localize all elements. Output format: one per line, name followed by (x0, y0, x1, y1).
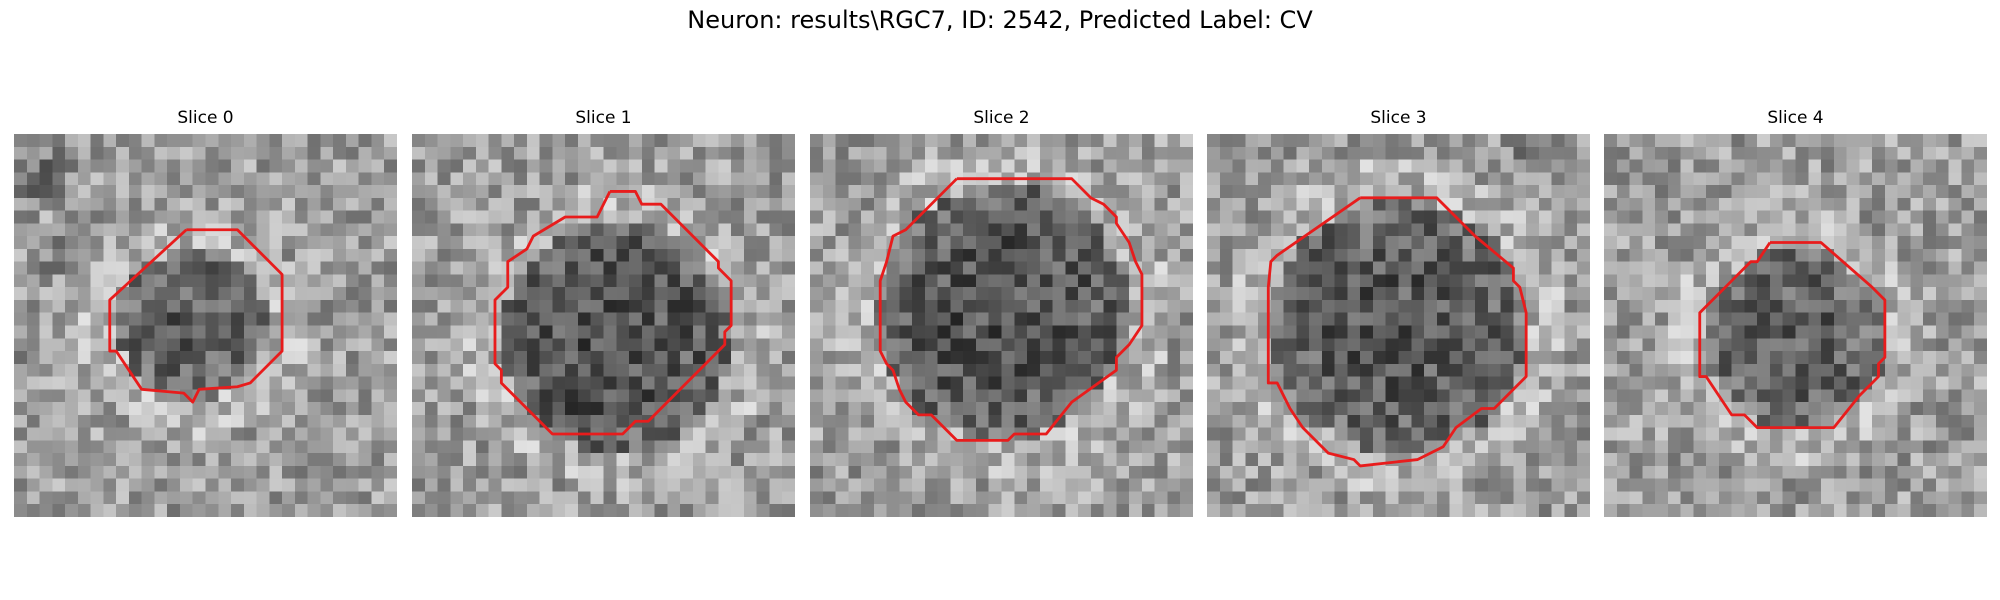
neuron-contour (1266, 196, 1528, 468)
panel-title-slice-3: Slice 3 (1370, 108, 1427, 128)
pixel-grid (1207, 134, 1590, 517)
neuron-contour (108, 228, 284, 404)
pixel-grid (412, 134, 795, 517)
neuron-contour (878, 177, 1144, 442)
slice-2-image (810, 134, 1193, 517)
slice-4-image (1604, 134, 1987, 517)
slice-0-image (14, 134, 397, 517)
slice-1-image (412, 134, 795, 517)
neuron-contour (1698, 241, 1887, 430)
panel-title-slice-4: Slice 4 (1767, 108, 1824, 128)
pixel-grid (14, 134, 397, 517)
pixel-grid (1604, 134, 1987, 517)
slice-3-image (1207, 134, 1590, 517)
pixel-grid (810, 134, 1193, 517)
panel-title-slice-1: Slice 1 (575, 108, 632, 128)
figure-title: Neuron: results\RGC7, ID: 2542, Predicte… (687, 6, 1313, 34)
panel-title-slice-0: Slice 0 (177, 108, 234, 128)
neuron-contour (493, 190, 733, 436)
panel-title-slice-2: Slice 2 (973, 108, 1030, 128)
